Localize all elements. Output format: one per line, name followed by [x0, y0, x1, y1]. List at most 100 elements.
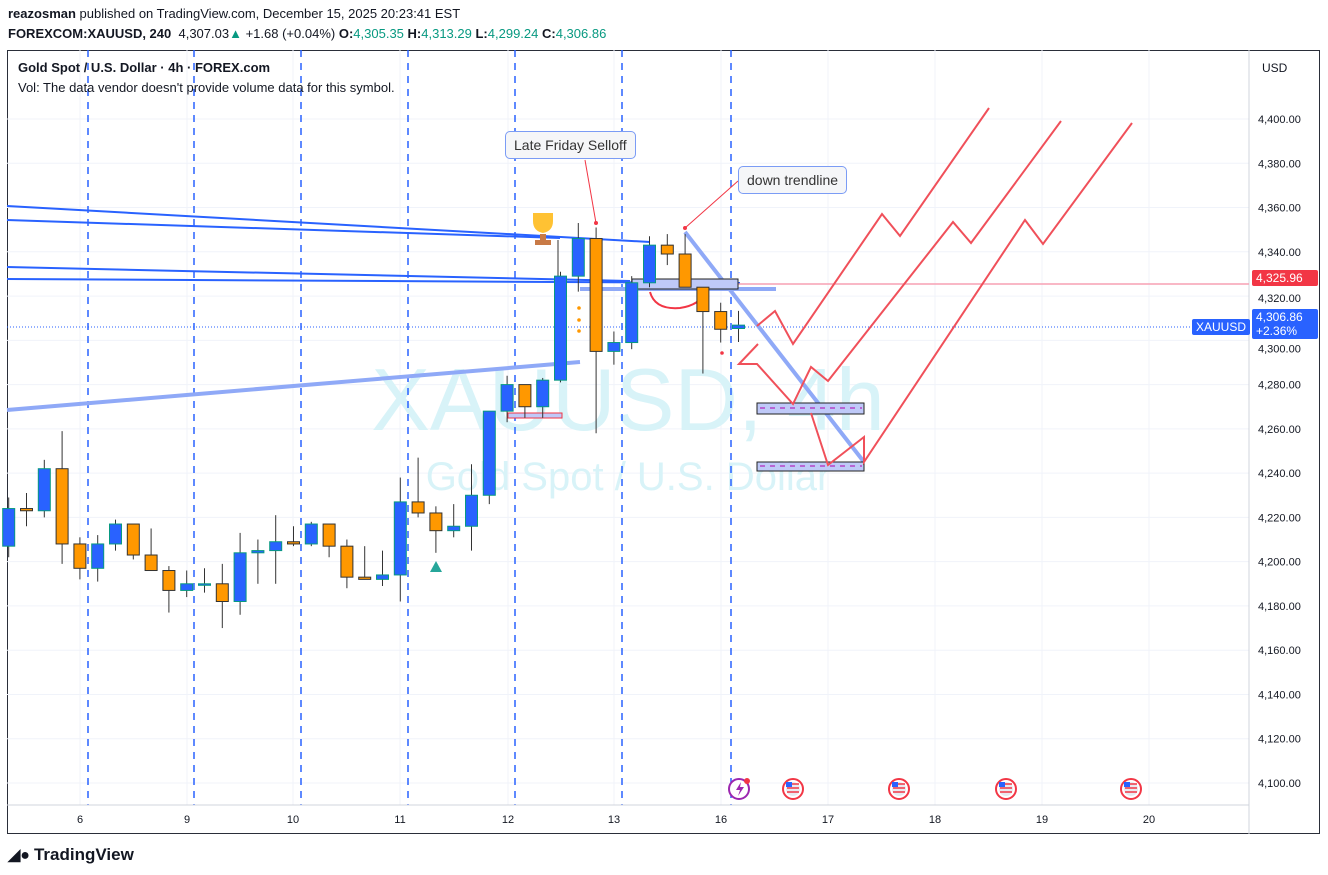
callout-pointer [584, 159, 597, 224]
candle[interactable] [465, 464, 478, 551]
chart-frame[interactable] [7, 50, 1320, 834]
price-tick-label: 4,380.00 [1258, 158, 1301, 170]
legend-title[interactable]: Gold Spot / U.S. Dollar · 4h · FOREX.com [18, 60, 271, 75]
zone-box[interactable] [507, 412, 563, 419]
candle-body [37, 468, 51, 512]
candle-body [287, 541, 300, 545]
candle[interactable] [37, 459, 51, 518]
candle-body [269, 541, 283, 552]
us-flag-event-icon[interactable] [995, 778, 1017, 800]
time-tick-label: 9 [184, 814, 190, 826]
publish-date: published on TradingView.com, December 1… [79, 6, 461, 21]
price-tick-label: 4,280.00 [1258, 380, 1301, 392]
candle[interactable] [429, 506, 443, 553]
candle-body [55, 468, 69, 545]
candle[interactable] [678, 234, 692, 288]
candle[interactable] [589, 227, 603, 434]
last-price: 4,307.03 [178, 26, 230, 41]
candle-body [73, 543, 87, 569]
candle[interactable] [304, 521, 318, 547]
candle-body [429, 512, 443, 532]
candle[interactable] [536, 377, 550, 418]
candle[interactable] [340, 539, 354, 589]
last-price-tag: 4,306.86 +2.36% [1252, 309, 1318, 339]
currency-label[interactable]: USD [1262, 61, 1288, 75]
time-tick-label: 17 [822, 814, 834, 826]
candle[interactable] [20, 493, 33, 527]
candle-body [643, 244, 656, 284]
candle[interactable] [607, 331, 621, 365]
down-trendline[interactable] [683, 230, 866, 464]
candle[interactable] [198, 568, 211, 593]
candle[interactable] [482, 410, 496, 505]
candle[interactable] [2, 497, 16, 558]
candle-body [198, 583, 211, 586]
tradingview-logo[interactable]: ◢● TradingView [8, 845, 134, 865]
us-flag-event-icon[interactable] [888, 778, 910, 800]
candle[interactable] [73, 537, 87, 580]
candle[interactable] [287, 526, 300, 547]
candle[interactable] [660, 234, 674, 266]
selloff-callout[interactable]: Late Friday Selloff [505, 131, 636, 159]
candle[interactable] [162, 566, 176, 613]
candle[interactable] [732, 310, 745, 343]
candle-body [678, 253, 692, 288]
candle-body [109, 523, 122, 545]
candle[interactable] [233, 532, 247, 615]
candle[interactable] [447, 504, 461, 538]
candle[interactable] [358, 546, 372, 580]
price-tick-label: 4,240.00 [1258, 468, 1301, 480]
candle-body [91, 543, 105, 569]
candle-body [162, 570, 176, 591]
candle[interactable] [554, 271, 567, 383]
trendline-callout[interactable]: down trendline [738, 166, 848, 194]
candle[interactable] [643, 236, 656, 288]
candle[interactable] [126, 523, 140, 560]
candle[interactable] [571, 223, 585, 292]
alert-price-tag: 4,325.96 [1252, 270, 1318, 286]
candle[interactable] [393, 477, 407, 602]
price-tick-label: 4,340.00 [1258, 247, 1301, 259]
watermark-symbol: XAUUSD, 4h [371, 350, 885, 449]
author[interactable]: reazosman [8, 6, 76, 21]
candle[interactable] [91, 535, 105, 582]
candle[interactable] [55, 431, 69, 564]
candle[interactable] [322, 523, 336, 558]
candle-body [696, 286, 710, 313]
candle[interactable] [714, 302, 728, 343]
candle[interactable] [625, 276, 639, 350]
candle[interactable] [251, 539, 265, 584]
resistance-trendline[interactable] [6, 219, 561, 239]
resistance-trendline[interactable] [6, 266, 631, 282]
candle-body [180, 583, 194, 591]
projection-path-2[interactable] [736, 120, 1062, 406]
symbol-tag: XAUUSD [1192, 319, 1251, 335]
candle[interactable] [109, 519, 122, 551]
price-tick-label: 4,160.00 [1258, 645, 1301, 657]
trophy-icon [533, 213, 553, 245]
resistance-trendline[interactable] [6, 278, 741, 284]
lightning-event-icon[interactable] [728, 778, 750, 800]
us-flag-event-icon[interactable] [782, 778, 804, 800]
candle[interactable] [411, 457, 425, 518]
candle-body [714, 311, 728, 330]
candle[interactable] [269, 515, 283, 584]
candle[interactable] [180, 570, 194, 598]
candle[interactable] [518, 384, 532, 418]
candle[interactable] [500, 375, 514, 423]
candle-body [465, 494, 478, 527]
candle-body [482, 410, 496, 496]
support-trendline[interactable] [6, 360, 581, 412]
projection-path-3[interactable] [810, 122, 1133, 467]
projection-path-1[interactable] [756, 107, 990, 346]
time-tick-label: 11 [394, 814, 405, 826]
us-flag-event-icon[interactable] [1120, 778, 1142, 800]
candle[interactable] [376, 550, 389, 587]
candle-body [732, 324, 745, 329]
candle[interactable] [696, 286, 710, 374]
candle[interactable] [144, 528, 158, 572]
candle[interactable] [215, 563, 229, 629]
low-label: L: [475, 26, 488, 41]
time-tick-label: 19 [1036, 814, 1048, 826]
